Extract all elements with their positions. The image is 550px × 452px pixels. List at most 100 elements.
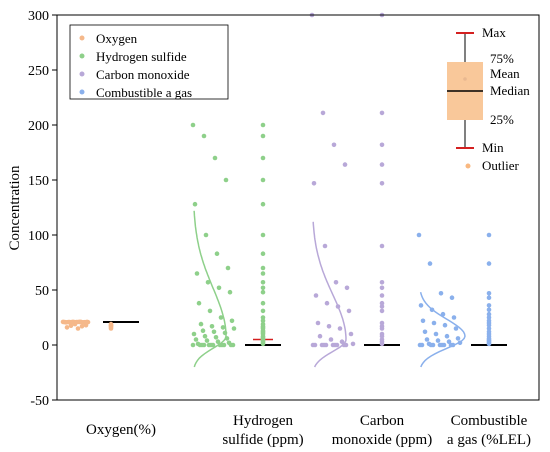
y-tick-label: 150 — [28, 174, 49, 189]
outlier-point — [260, 201, 266, 207]
data-point — [334, 342, 340, 348]
outlier-point — [486, 311, 492, 317]
data-point — [320, 110, 326, 116]
y-tick-label: 200 — [28, 119, 49, 134]
data-point — [196, 300, 202, 306]
data-point — [213, 335, 219, 340]
data-point — [343, 342, 349, 348]
data-point — [350, 341, 356, 347]
data-point — [429, 307, 435, 313]
data-point — [214, 251, 220, 256]
outlier-point — [379, 304, 385, 309]
data-point — [333, 280, 339, 285]
data-point — [221, 342, 227, 348]
outlier-point — [486, 315, 492, 320]
density-curve — [193, 210, 227, 368]
outlier-point — [379, 341, 385, 347]
data-point — [72, 321, 78, 327]
outlier-point — [379, 162, 385, 167]
data-point — [342, 162, 348, 167]
data-point — [450, 342, 456, 348]
outlier-point — [486, 326, 492, 331]
y-tick-label: 0 — [42, 339, 49, 354]
outlier-point — [379, 110, 385, 116]
outlier-point — [260, 232, 266, 238]
data-point — [431, 320, 437, 326]
outlier-point — [486, 232, 492, 238]
outlier-point — [260, 251, 266, 256]
data-point — [192, 201, 198, 207]
data-point — [201, 342, 207, 348]
data-point — [348, 331, 354, 337]
plot-area — [60, 12, 507, 368]
data-point — [441, 342, 447, 348]
data-point — [191, 331, 197, 337]
legend-box — [69, 24, 229, 100]
legend-marker — [79, 35, 85, 41]
y-tick-label: 300 — [28, 9, 49, 24]
y-tick-label: -50 — [30, 394, 49, 409]
data-point — [68, 323, 74, 329]
data-point — [339, 339, 345, 345]
legend-marker — [79, 53, 85, 59]
outlier-point — [379, 243, 385, 249]
data-point — [79, 324, 85, 329]
outlier-point — [486, 303, 492, 308]
group-hydrogen-sulfide — [190, 122, 281, 368]
data-point — [215, 339, 221, 345]
data-point — [231, 326, 237, 331]
data-point — [416, 232, 422, 238]
outlier-point — [260, 308, 266, 314]
outlier-point — [379, 333, 385, 339]
outlier-point — [260, 285, 266, 291]
key-label: Outlier — [482, 158, 519, 173]
outlier-point — [108, 326, 114, 331]
data-point — [418, 303, 424, 308]
key-label: Mean — [490, 66, 520, 81]
data-point — [324, 300, 330, 306]
legend: Oxygen Hydrogen sulfide Carbon monoxide Com… — [69, 24, 229, 100]
data-point — [211, 329, 217, 335]
data-point — [230, 342, 236, 348]
group-oxygen — [60, 319, 139, 331]
outlier-point — [486, 307, 492, 313]
x-axis-ticks: Oxygen(%) Hydrogen sulfide (ppm) Carbon mono… — [86, 413, 531, 448]
data-point — [216, 285, 222, 291]
data-point — [203, 232, 209, 238]
outlier-point — [260, 318, 266, 324]
outlier-point — [260, 289, 266, 295]
outlier-point — [379, 181, 385, 186]
data-point — [444, 333, 450, 339]
data-point — [455, 336, 461, 341]
data-point — [457, 340, 463, 346]
data-point — [193, 337, 199, 342]
outlier-point — [486, 341, 492, 347]
data-point — [225, 265, 231, 271]
group-carbon-monoxide — [309, 12, 400, 368]
data-point — [65, 319, 71, 325]
density-curve — [312, 221, 347, 368]
y-tick-label: 250 — [28, 64, 49, 79]
y-tick-label: 50 — [35, 284, 49, 299]
outlier-point — [379, 293, 385, 298]
data-point — [453, 326, 459, 331]
outlier-point — [379, 308, 385, 314]
outlier-point — [379, 280, 385, 285]
outlier-point — [486, 295, 492, 301]
legend-label: Combustible a gas — [96, 85, 192, 100]
data-point — [220, 325, 226, 330]
outlier-point — [260, 341, 266, 347]
data-point — [207, 308, 213, 314]
outlier-point — [260, 265, 266, 271]
data-point — [430, 342, 436, 348]
key-label: Min — [482, 140, 504, 155]
legend-label: Oxygen — [96, 31, 138, 46]
key-outlier-marker — [465, 163, 471, 169]
outlier-point — [379, 326, 385, 331]
data-point — [438, 291, 444, 296]
data-point — [317, 333, 323, 339]
x-tick-label: Carbon monoxide (ppm) — [332, 413, 432, 448]
data-point — [451, 315, 457, 320]
data-point — [200, 328, 206, 334]
data-point — [201, 133, 207, 139]
